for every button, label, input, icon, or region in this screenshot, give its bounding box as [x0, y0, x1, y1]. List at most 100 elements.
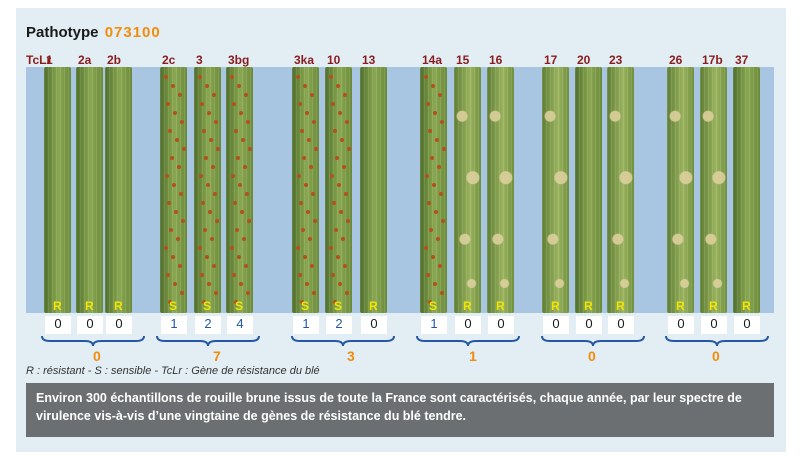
gene-label-3: 3 [196, 53, 203, 67]
rust-pustule [169, 228, 173, 232]
leaf-photo [26, 67, 774, 313]
rust-pustule [247, 219, 251, 223]
rust-pustule [345, 291, 349, 295]
rust-pustule [243, 165, 247, 169]
gene-label-15: 15 [456, 53, 470, 67]
rust-pustule [442, 147, 446, 151]
rust-pustule [437, 165, 441, 169]
rust-pustule [214, 291, 218, 295]
rust-pustule [344, 192, 348, 196]
rust-pustule [171, 255, 175, 259]
leaf-20 [575, 67, 602, 313]
group-total: 7 [213, 348, 221, 364]
virulence-score: 0 [608, 316, 634, 334]
rust-pustule [310, 264, 314, 268]
rust-pustule [331, 273, 335, 277]
gene-label-10: 10 [327, 53, 341, 67]
rust-pustule [245, 192, 249, 196]
rust-pustule [308, 237, 312, 241]
gene-prefix-label: TcLr [26, 53, 52, 67]
virulence-score: 0 [45, 316, 71, 334]
reaction-label: R [742, 299, 751, 313]
rust-pustule [329, 75, 333, 79]
group-total: 0 [93, 348, 101, 364]
rust-pustule [168, 300, 172, 304]
rust-pustule [425, 174, 429, 178]
gene-label-23: 23 [609, 53, 623, 67]
rust-pustule [232, 102, 236, 106]
gene-label-2b: 2b [107, 53, 122, 67]
rust-pustule [299, 201, 303, 205]
rust-pustule [236, 156, 240, 160]
rust-pustule [424, 246, 428, 250]
leaf-14a [420, 67, 447, 313]
virulence-score: 1 [161, 316, 187, 334]
virulence-score: 0 [106, 316, 132, 334]
rust-pustule [333, 300, 337, 304]
rust-pustule [235, 228, 239, 232]
virulence-score: 1 [421, 316, 447, 334]
leaf-3bg [226, 67, 253, 313]
rust-pustule [210, 237, 214, 241]
rust-pustule [433, 282, 437, 286]
gene-label-2a: 2a [78, 53, 92, 67]
rust-pustule [230, 246, 234, 250]
rust-pustule [200, 102, 204, 106]
reaction-label: R [369, 299, 378, 313]
gene-label-20: 20 [577, 53, 591, 67]
rust-pustule [347, 147, 351, 151]
gene-label-17: 17 [544, 53, 558, 67]
rust-pustule [343, 93, 347, 97]
rust-pustule [246, 291, 250, 295]
gene-label-3bg: 3bg [228, 53, 250, 67]
reaction-label: R [676, 299, 685, 313]
rust-pustule [339, 210, 343, 214]
rust-pustule [242, 237, 246, 241]
rust-pustule [174, 210, 178, 214]
rust-pustule [213, 192, 217, 196]
rust-pustule [332, 201, 336, 205]
rust-pustule [296, 246, 300, 250]
rust-pustule [166, 102, 170, 106]
reaction-label: R [85, 299, 94, 313]
leaf-26 [667, 67, 694, 313]
group-brace [41, 335, 145, 347]
rust-pustule [314, 147, 318, 151]
rust-pustule [341, 237, 345, 241]
rust-pustule [427, 201, 431, 205]
rust-pustule [426, 102, 430, 106]
rust-pustule [311, 192, 315, 196]
pathotype-code: 073100 [104, 24, 161, 41]
reaction-label: R [584, 299, 593, 313]
rust-pustule [207, 282, 211, 286]
leaf-2c [160, 67, 187, 313]
rust-pustule [231, 174, 235, 178]
rust-pustule [204, 156, 208, 160]
leaf-15 [454, 67, 481, 313]
gene-label-14a: 14a [422, 53, 443, 67]
rust-pustule [428, 129, 432, 133]
rust-pustule [433, 111, 437, 115]
leaf-17b [700, 67, 727, 313]
rust-pustule [182, 147, 186, 151]
rust-pustule [238, 183, 242, 187]
rust-pustule [164, 246, 168, 250]
rust-pustule [214, 120, 218, 124]
rust-pustule [309, 165, 313, 169]
rust-pustule [336, 84, 340, 88]
rust-pustule [329, 246, 333, 250]
rust-pustule [240, 210, 244, 214]
rust-pustule [200, 273, 204, 277]
rust-pustule [198, 246, 202, 250]
gene-label-3ka: 3ka [294, 53, 315, 67]
rust-pustule [424, 75, 428, 79]
rust-pustule [302, 156, 306, 160]
rust-pustule [306, 210, 310, 214]
rust-pustule [239, 111, 243, 115]
gene-label-26: 26 [669, 53, 683, 67]
rust-pustule [330, 174, 334, 178]
gene-label-16: 16 [489, 53, 503, 67]
rust-pustule [301, 228, 305, 232]
virulence-score: 0 [455, 316, 481, 334]
leaf-1 [44, 67, 71, 313]
